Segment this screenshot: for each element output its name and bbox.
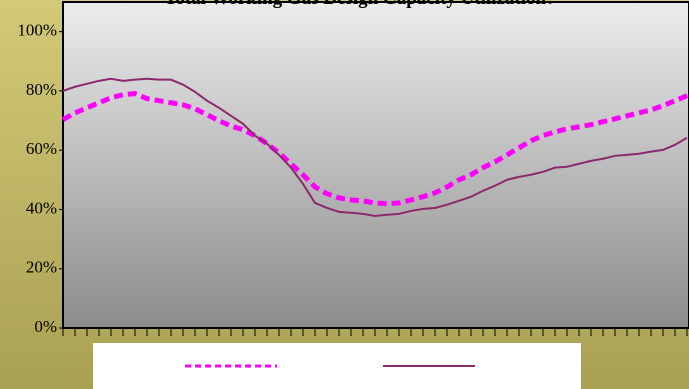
plot-area <box>62 1 689 329</box>
y-tick-label: 80% <box>26 80 57 99</box>
chart-title: Total Working Gas Design Capacity Utiliz… <box>164 0 555 9</box>
y-tick-label: 40% <box>26 198 57 217</box>
y-tick-label: 60% <box>26 139 57 158</box>
series-line <box>62 77 688 217</box>
y-tick-label: 0% <box>34 317 57 336</box>
y-tick-label: 100% <box>17 21 57 40</box>
legend <box>93 343 581 389</box>
y-tick-label: 20% <box>26 258 57 277</box>
